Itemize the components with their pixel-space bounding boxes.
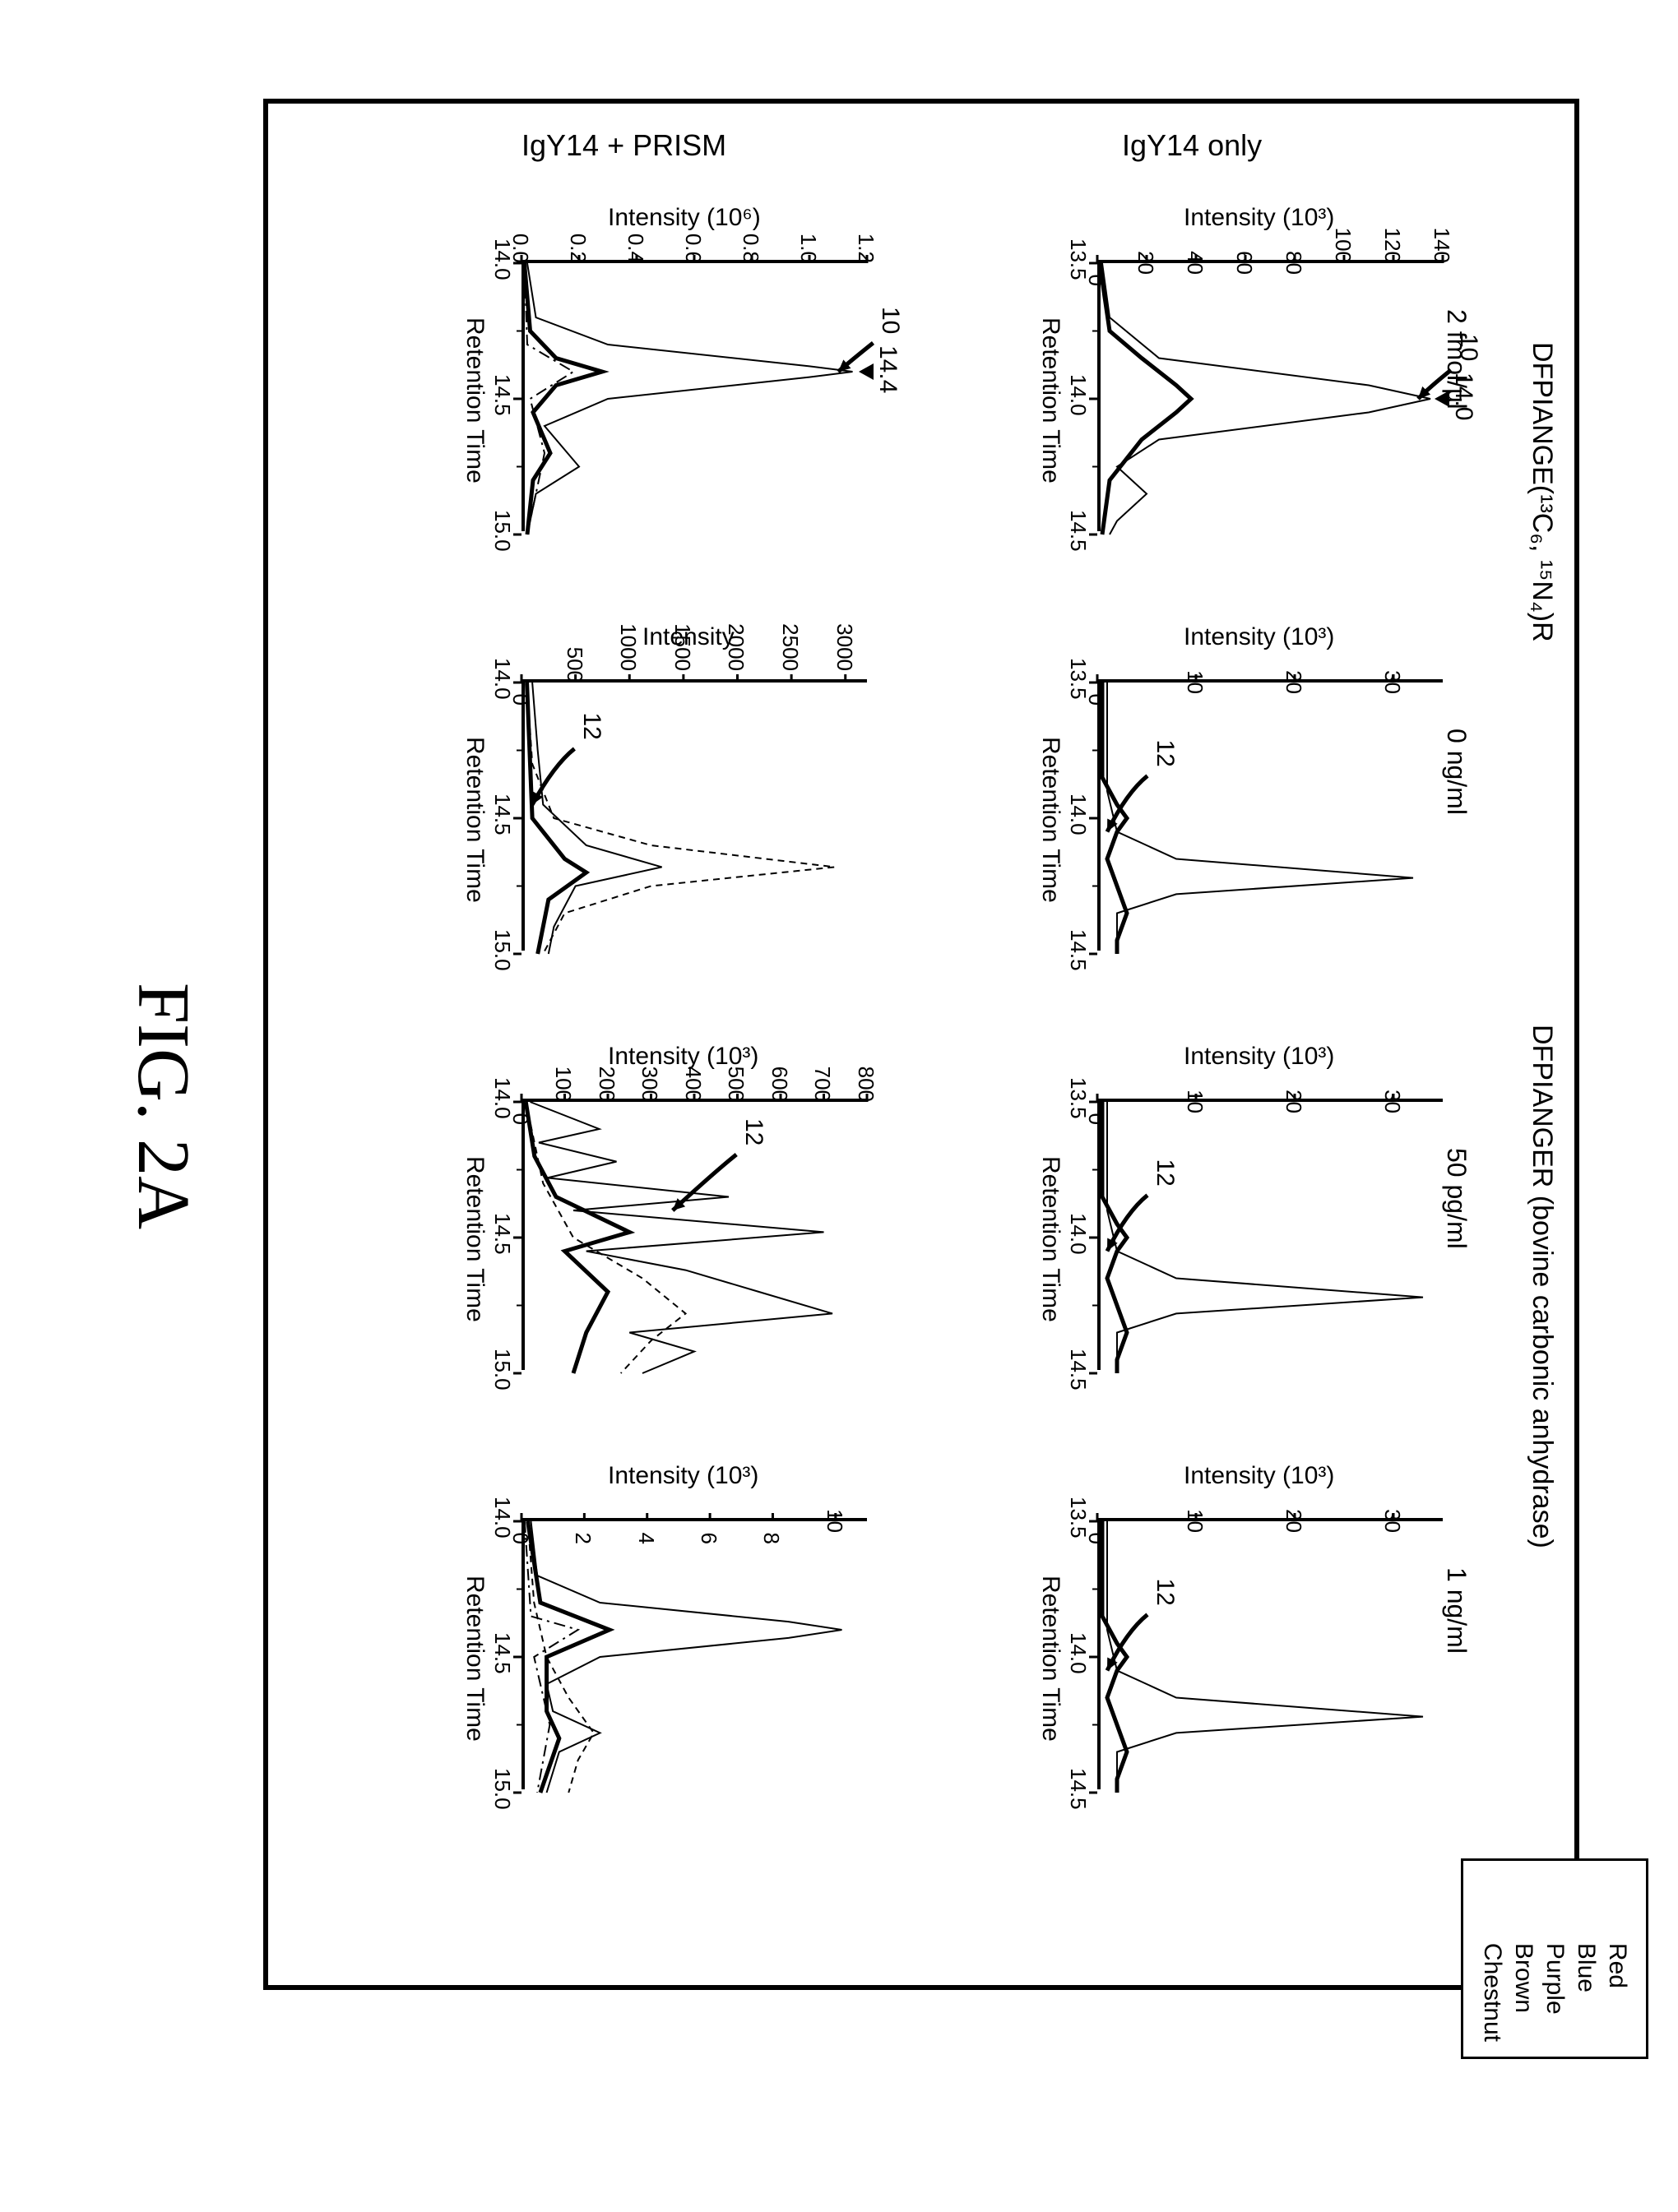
chart-svg <box>521 263 867 534</box>
x-tick-label: 14.0 <box>1065 794 1091 835</box>
y-tick-label: 2000 <box>724 622 749 671</box>
chart-svg <box>1097 263 1443 534</box>
chart-svg <box>521 1102 867 1373</box>
x-axis-label: Retention Time <box>461 737 489 903</box>
column-title: 0 ng/ml <box>1441 729 1472 815</box>
chart-svg <box>521 1521 867 1793</box>
y-tick-label: 1500 <box>670 622 695 671</box>
series-line <box>527 263 853 534</box>
plot-area <box>521 1099 867 1370</box>
chart-panel: 0 ng/mlIntensity (10³)Retention Time1213… <box>990 589 1517 975</box>
legend-label: Brown <box>1509 1943 1537 2013</box>
legend-label: Purple <box>1541 1943 1569 2015</box>
x-tick-label: 14.5 <box>489 794 515 835</box>
group-header-right: DFPIANGER (bovine carbonic anhydrase) <box>1526 1025 1558 1548</box>
x-axis-label: Retention Time <box>461 1156 489 1322</box>
x-tick-label: 14.5 <box>489 1213 515 1255</box>
series-line <box>1100 263 1191 534</box>
page-container: IgY14 only IgY14 + PRISM DFPIANGE(¹³C₆, … <box>0 0 1678 2212</box>
plot-area <box>1097 1518 1443 1789</box>
plot-area <box>1097 679 1443 951</box>
y-tick-label: 2500 <box>777 622 803 671</box>
group-header-left: DFPIANGE(¹³C₆, ¹⁵N₄)R <box>1526 342 1558 642</box>
column-title: 1 ng/ml <box>1441 1567 1472 1654</box>
plot-area <box>1097 260 1443 531</box>
chart-svg <box>521 683 867 954</box>
x-tick-label: 14.5 <box>1065 1768 1091 1810</box>
chart-svg <box>1097 1102 1443 1373</box>
legend-item: Red <box>1603 1876 1631 2042</box>
series-line <box>531 1521 841 1793</box>
series-line <box>1107 1521 1423 1793</box>
row-label-1: IgY14 + PRISM <box>521 128 726 163</box>
callout-label: 10 <box>1454 334 1482 361</box>
plot-area <box>521 1518 867 1789</box>
chart-panel: Intensity (10⁶)Retention Time1014.414.01… <box>415 169 941 556</box>
plot-area <box>1097 1099 1443 1370</box>
row-label-0: IgY14 only <box>1122 128 1262 163</box>
legend-item: Chestnut <box>1478 1876 1506 2042</box>
legend-label: Red <box>1603 1943 1631 1988</box>
x-tick-label: 14.5 <box>1065 1349 1091 1391</box>
x-tick-label: 14.5 <box>1065 929 1091 971</box>
column-title: 50 pg/ml <box>1441 1148 1472 1249</box>
x-axis-label: Retention Time <box>1036 737 1064 903</box>
x-axis-label: Retention Time <box>461 317 489 484</box>
series-line <box>532 683 662 954</box>
series-line <box>527 683 835 954</box>
x-axis-label: Retention Time <box>461 1576 489 1742</box>
series-line <box>1107 683 1413 954</box>
callout-label: 10 <box>877 307 905 334</box>
x-tick-label: 15.0 <box>489 929 515 971</box>
chart-panel: IntensityRetention Time1214.014.515.0050… <box>415 589 941 975</box>
legend-item: Brown <box>1509 1876 1537 2042</box>
x-tick-label: 15.0 <box>489 1349 515 1391</box>
x-tick-label: 14.5 <box>489 1632 515 1674</box>
legend-item: Blue <box>1572 1876 1600 2042</box>
x-axis-label: Retention Time <box>1036 317 1064 484</box>
x-tick-label: 14.0 <box>1065 1632 1091 1674</box>
peak-label: 14.0 <box>1449 373 1477 420</box>
plot-area <box>521 679 867 951</box>
chart-svg <box>1097 683 1443 954</box>
figure-label: FIG. 2A <box>121 0 206 2212</box>
legend: Red Blue Purple Brown Chestnut <box>1461 1858 1648 2059</box>
y-tick-label: 3000 <box>832 622 857 671</box>
series-line <box>528 1521 610 1793</box>
plot-area <box>521 260 867 531</box>
x-tick-label: 14.5 <box>1065 510 1091 552</box>
series-line <box>1107 1102 1423 1373</box>
x-tick-label: 15.0 <box>489 1768 515 1810</box>
y-tick-label: 1000 <box>615 622 641 671</box>
chart-panel: 1 ng/mlIntensity (10³)Retention Time1213… <box>990 1428 1517 1814</box>
x-tick-label: 14.0 <box>1065 374 1091 416</box>
chart-grid: 2 fmol/µlIntensity (10³)Retention Time10… <box>415 169 1517 1814</box>
x-axis-label: Retention Time <box>1036 1156 1064 1322</box>
chart-panel: 2 fmol/µlIntensity (10³)Retention Time10… <box>990 169 1517 556</box>
peak-label: 14.4 <box>874 345 902 393</box>
figure-frame: IgY14 only IgY14 + PRISM DFPIANGE(¹³C₆, … <box>263 99 1579 1990</box>
x-axis-label: Retention Time <box>1036 1576 1064 1742</box>
chart-panel: Intensity (10³)Retention Time14.014.515.… <box>415 1428 941 1814</box>
chart-svg <box>1097 1521 1443 1793</box>
legend-label: Chestnut <box>1478 1943 1506 2042</box>
series-line <box>531 1102 833 1373</box>
x-tick-label: 15.0 <box>489 510 515 552</box>
chart-panel: Intensity (10³)Retention Time1214.014.51… <box>415 1008 941 1395</box>
legend-item: Purple <box>1541 1876 1569 2042</box>
x-tick-label: 14.5 <box>489 374 515 416</box>
legend-label: Blue <box>1572 1943 1600 1992</box>
x-tick-label: 14.0 <box>1065 1213 1091 1255</box>
chart-panel: 50 pg/mlIntensity (10³)Retention Time121… <box>990 1008 1517 1395</box>
series-line <box>1102 263 1430 534</box>
y-axis-label: Intensity (10³) <box>608 1462 758 1490</box>
